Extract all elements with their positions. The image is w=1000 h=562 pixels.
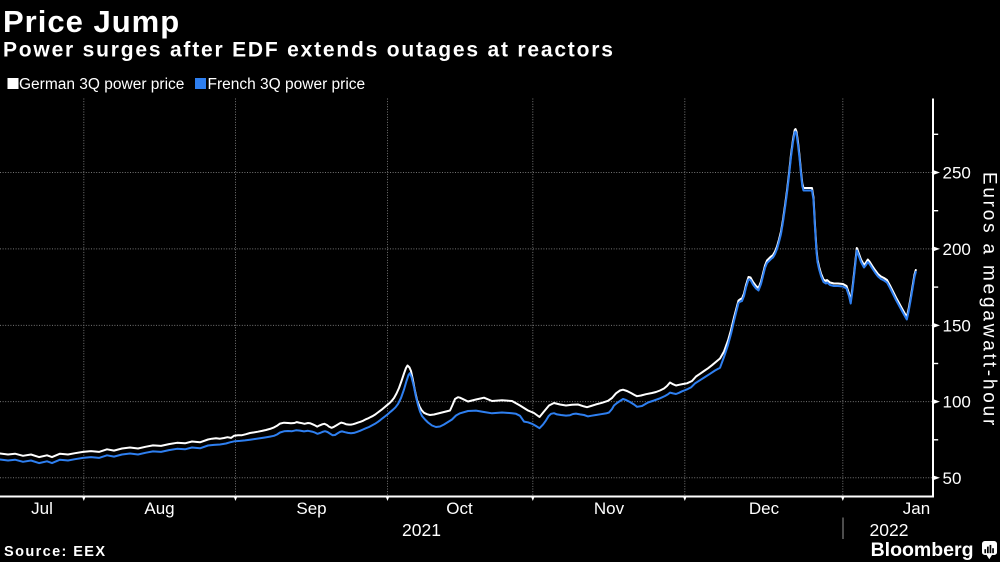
svg-text:50: 50	[943, 469, 962, 488]
svg-text:Sep: Sep	[296, 499, 326, 518]
svg-text:Nov: Nov	[594, 499, 625, 518]
svg-text:French 3Q power price: French 3Q power price	[208, 76, 366, 93]
svg-text:Oct: Oct	[446, 499, 473, 518]
svg-text:Source: EEX: Source: EEX	[4, 544, 106, 560]
svg-text:Euros a megawatt-hour: Euros a megawatt-hour	[979, 172, 1000, 428]
svg-text:250: 250	[943, 164, 971, 183]
svg-text:Power surges after EDF extends: Power surges after EDF extends outages a…	[3, 39, 615, 62]
svg-text:Dec: Dec	[749, 499, 780, 518]
svg-text:German 3Q power price: German 3Q power price	[19, 76, 184, 93]
svg-text:Bloomberg: Bloomberg	[871, 539, 974, 561]
svg-text:Aug: Aug	[144, 499, 174, 518]
svg-text:100: 100	[943, 393, 971, 412]
svg-text:2021: 2021	[402, 520, 441, 540]
svg-text:150: 150	[943, 316, 971, 335]
svg-text:200: 200	[943, 240, 971, 259]
svg-text:Jan: Jan	[903, 499, 930, 518]
svg-text:Jul: Jul	[31, 499, 53, 518]
svg-text:2022: 2022	[870, 520, 909, 540]
svg-text:Price Jump: Price Jump	[3, 4, 180, 39]
